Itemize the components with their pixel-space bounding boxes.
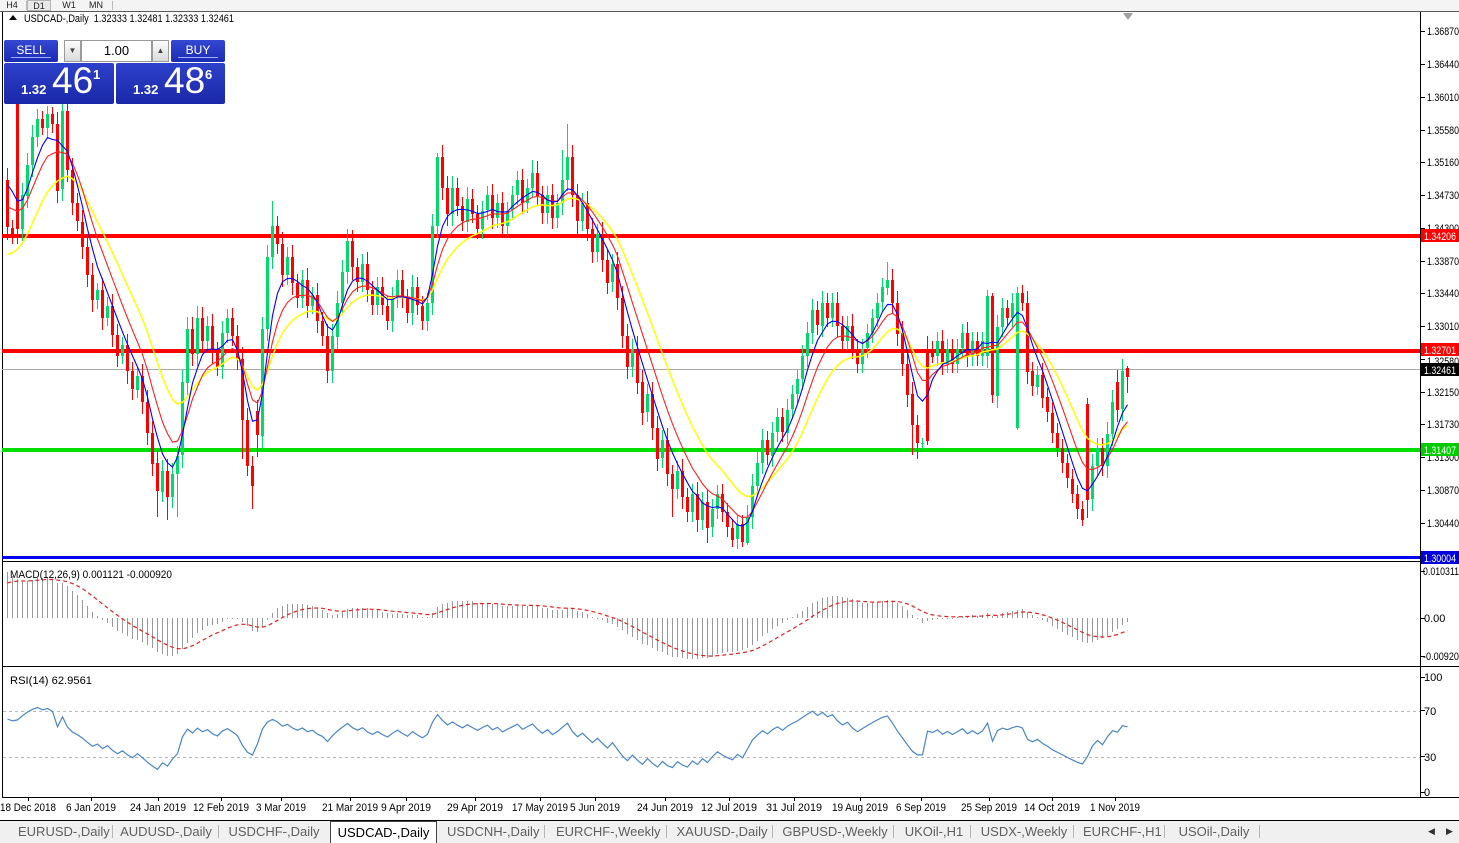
svg-text:1.34730: 1.34730 [1427,190,1459,202]
svg-text:25 Sep 2019: 25 Sep 2019 [961,802,1017,814]
svg-text:12 Jul 2019: 12 Jul 2019 [701,802,757,814]
svg-text:6 Sep 2019: 6 Sep 2019 [896,802,946,814]
svg-text:1.31730: 1.31730 [1427,419,1459,431]
svg-text:1.35580: 1.35580 [1427,125,1459,137]
svg-text:0.010311: 0.010311 [1423,566,1459,578]
svg-text:MACD(12,26,9) 0.001121 -0.0009: MACD(12,26,9) 0.001121 -0.000920 [10,569,172,581]
svg-text:1.34206: 1.34206 [1424,231,1456,243]
svg-text:1.30870: 1.30870 [1427,485,1459,497]
svg-text:-0.00920: -0.00920 [1423,651,1459,663]
svg-text:USDCAD-,Daily 1.32333 1.32481: USDCAD-,Daily 1.32333 1.32481 1.32333 1.… [24,13,234,25]
svg-text:0: 0 [1424,787,1430,799]
svg-text:1.32461: 1.32461 [1424,365,1456,377]
svg-text:14 Oct 2019: 14 Oct 2019 [1024,802,1080,814]
svg-text:3 Mar 2019: 3 Mar 2019 [256,802,306,814]
svg-text:6 Jan 2019: 6 Jan 2019 [66,802,116,814]
svg-text:1.33010: 1.33010 [1427,321,1459,333]
svg-text:1.33440: 1.33440 [1427,288,1459,300]
svg-text:17 May 2019: 17 May 2019 [512,802,568,814]
svg-text:1.35160: 1.35160 [1427,157,1459,169]
svg-text:1 Nov 2019: 1 Nov 2019 [1090,802,1140,814]
svg-text:30: 30 [1424,752,1436,764]
svg-text:0.00: 0.00 [1424,613,1445,625]
svg-text:1.33870: 1.33870 [1427,256,1459,268]
svg-text:1.36870: 1.36870 [1427,26,1459,38]
svg-text:31 Jul 2019: 31 Jul 2019 [766,802,822,814]
svg-text:1.36010: 1.36010 [1427,92,1459,104]
svg-text:1.32150: 1.32150 [1427,387,1459,399]
svg-text:100: 100 [1424,672,1442,684]
svg-text:24 Jan 2019: 24 Jan 2019 [130,802,186,814]
svg-text:1.31407: 1.31407 [1424,445,1456,457]
svg-text:9 Apr 2019: 9 Apr 2019 [381,802,431,814]
svg-text:12 Feb 2019: 12 Feb 2019 [193,802,249,814]
svg-text:1.32701: 1.32701 [1424,345,1456,357]
svg-text:18 Dec 2018: 18 Dec 2018 [0,802,56,814]
svg-text:21 Mar 2019: 21 Mar 2019 [322,802,378,814]
svg-text:70: 70 [1424,706,1436,718]
svg-text:1.30440: 1.30440 [1427,518,1459,530]
svg-text:5 Jun 2019: 5 Jun 2019 [570,802,620,814]
svg-text:1.30004: 1.30004 [1424,553,1456,565]
svg-text:RSI(14) 62.9561: RSI(14) 62.9561 [10,675,92,687]
svg-text:19 Aug 2019: 19 Aug 2019 [832,802,888,814]
svg-text:1.36440: 1.36440 [1427,59,1459,71]
svg-text:29 Apr 2019: 29 Apr 2019 [447,802,503,814]
svg-text:24 Jun 2019: 24 Jun 2019 [637,802,693,814]
